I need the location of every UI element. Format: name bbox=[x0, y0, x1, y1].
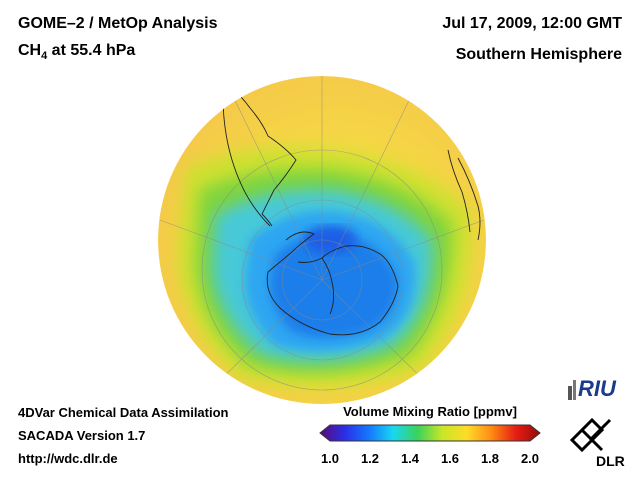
colorbar-tick: 1.0 bbox=[320, 451, 340, 466]
footer-line-1: 4DVar Chemical Data Assimilation bbox=[18, 405, 229, 420]
colorbar-tick: 2.0 bbox=[520, 451, 540, 466]
polar-vortex-core bbox=[269, 230, 398, 339]
species-level: at 55.4 hPa bbox=[47, 42, 136, 59]
colorbar bbox=[319, 424, 541, 442]
colorbar-tick: 1.6 bbox=[440, 451, 460, 466]
species-subscript: 4 bbox=[41, 50, 48, 62]
riu-logo: RIU bbox=[568, 376, 617, 401]
dlr-emblem-icon bbox=[569, 417, 612, 453]
map-region: Southern Hemisphere bbox=[455, 46, 622, 63]
species-name: CH bbox=[18, 42, 42, 59]
footer-link[interactable]: http://wdc.dlr.de bbox=[18, 451, 118, 466]
dlr-logo: DLR bbox=[569, 417, 625, 469]
colorbar-title: Volume Mixing Ratio [ppmv] bbox=[343, 404, 517, 419]
map-datetime: Jul 17, 2009, 12:00 GMT bbox=[442, 15, 622, 32]
svg-text:DLR: DLR bbox=[596, 453, 625, 469]
colorbar-tick: 1.8 bbox=[480, 451, 500, 466]
svg-text:RIU: RIU bbox=[578, 376, 617, 401]
colorbar-tick: 1.4 bbox=[400, 451, 420, 466]
colorbar-tick: 1.2 bbox=[360, 451, 380, 466]
map-species-level: CH4 at 55.4 hPa bbox=[18, 42, 136, 62]
map-title: GOME–2 / MetOp Analysis bbox=[18, 15, 218, 32]
footer-line-2: SACADA Version 1.7 bbox=[18, 428, 146, 443]
